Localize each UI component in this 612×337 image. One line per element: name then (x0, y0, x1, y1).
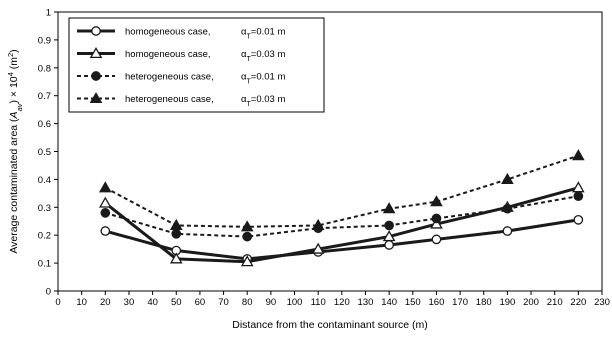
data-point (240, 255, 254, 267)
x-tick-label: 130 (358, 297, 374, 308)
legend-item: heterogeneous case, αT=0.01 m (77, 71, 285, 86)
data-point (98, 181, 112, 193)
data-point (431, 213, 442, 224)
legend-alpha: αT=0.01 m (241, 27, 285, 41)
x-tick-label: 180 (476, 297, 492, 308)
y-tick-label: 0.5 (38, 147, 51, 158)
data-point (311, 218, 325, 230)
y-tick-label: 0.2 (38, 231, 51, 242)
data-point (572, 181, 585, 193)
series-line (105, 195, 579, 238)
x-tick-label: 30 (124, 297, 135, 308)
x-tick-label: 120 (334, 297, 350, 308)
data-point (502, 226, 513, 236)
x-tick-label: 100 (287, 297, 303, 308)
legend-box (68, 17, 325, 113)
x-tick-label: 200 (523, 297, 539, 308)
data-point (430, 217, 443, 229)
legend-item: homogeneous case, αT=0.03 m (77, 46, 285, 63)
x-tick-label: 110 (311, 297, 326, 308)
data-point (240, 220, 254, 232)
data-point (169, 252, 183, 264)
x-tick-label: 170 (452, 297, 468, 308)
data-point (384, 220, 394, 231)
data-point (501, 172, 514, 184)
legend-alpha: αT=0.03 m (241, 49, 285, 63)
x-tick-label: 0 (55, 297, 60, 308)
data-point (573, 191, 584, 201)
y-tick-label: 0.3 (38, 203, 51, 214)
x-tick-label: 80 (242, 297, 253, 308)
legend-label: homogeneous case, (125, 49, 211, 60)
series-4 (98, 149, 585, 232)
legend-item: heterogeneous case, αT=0.03 m (77, 91, 285, 108)
x-tick-label: 210 (547, 297, 563, 308)
x-tick-label: 190 (499, 297, 515, 308)
legend-item: homogeneous case, αT=0.01 m (77, 26, 285, 41)
x-tick-label: 50 (171, 297, 182, 308)
data-point (430, 195, 443, 207)
x-tick-label: 40 (147, 297, 158, 308)
y-tick-label: 1 (46, 8, 51, 19)
data-point (384, 240, 394, 250)
data-point (382, 230, 396, 242)
data-point (169, 218, 183, 230)
x-tick-label: 90 (266, 297, 277, 308)
y-tick-label: 0.6 (38, 119, 51, 130)
x-tick-label: 70 (218, 297, 229, 308)
legend-alpha: αT=0.01 m (241, 72, 285, 86)
data-point (100, 208, 111, 218)
y-tick-label: 0.7 (38, 91, 51, 102)
data-point (431, 234, 442, 245)
y-tick-label: 0.9 (38, 35, 51, 46)
x-tick-label: 20 (100, 297, 111, 308)
data-point (502, 203, 513, 214)
series-line (104, 218, 579, 261)
x-tick-label: 150 (405, 297, 421, 308)
x-tick-label: 220 (570, 297, 586, 308)
y-tick-label: 0.1 (38, 259, 51, 270)
series-layer (98, 149, 585, 267)
x-tick-label: 160 (429, 297, 445, 308)
axes: 0 10 20 30 40 50 60 70 80 90 100 110 120 130 140 150 160… (38, 8, 610, 309)
x-tick-label: 60 (195, 297, 206, 308)
series-line (104, 154, 579, 228)
data-point (91, 71, 101, 81)
y-tick-label: 0.4 (38, 175, 51, 186)
y-axis-label: Average contaminated area (Aav) × 104 (m… (6, 49, 24, 253)
x-tick-label: 10 (76, 297, 87, 308)
y-tick-label: 0.8 (38, 63, 51, 74)
legend-alpha: αT=0.03 m (241, 94, 285, 108)
x-tick-label: 140 (381, 297, 397, 308)
x-axis-label: Distance from the contaminant source (m) (232, 319, 428, 331)
data-point (89, 46, 103, 59)
data-point (100, 226, 111, 236)
data-point (311, 242, 325, 254)
legend-label: homogeneous case, (125, 27, 211, 38)
y-tick-label: 0 (46, 287, 51, 298)
data-point (89, 91, 103, 104)
data-point (98, 196, 112, 208)
data-point (382, 202, 396, 214)
data-point (242, 231, 253, 242)
legend-label: heterogeneous case, (125, 94, 214, 105)
x-tick-label: 230 (594, 297, 610, 308)
data-point (572, 149, 585, 161)
data-point (91, 26, 101, 36)
data-point (573, 215, 584, 225)
data-point (171, 228, 182, 239)
legend-label: heterogeneous case, (125, 72, 214, 83)
